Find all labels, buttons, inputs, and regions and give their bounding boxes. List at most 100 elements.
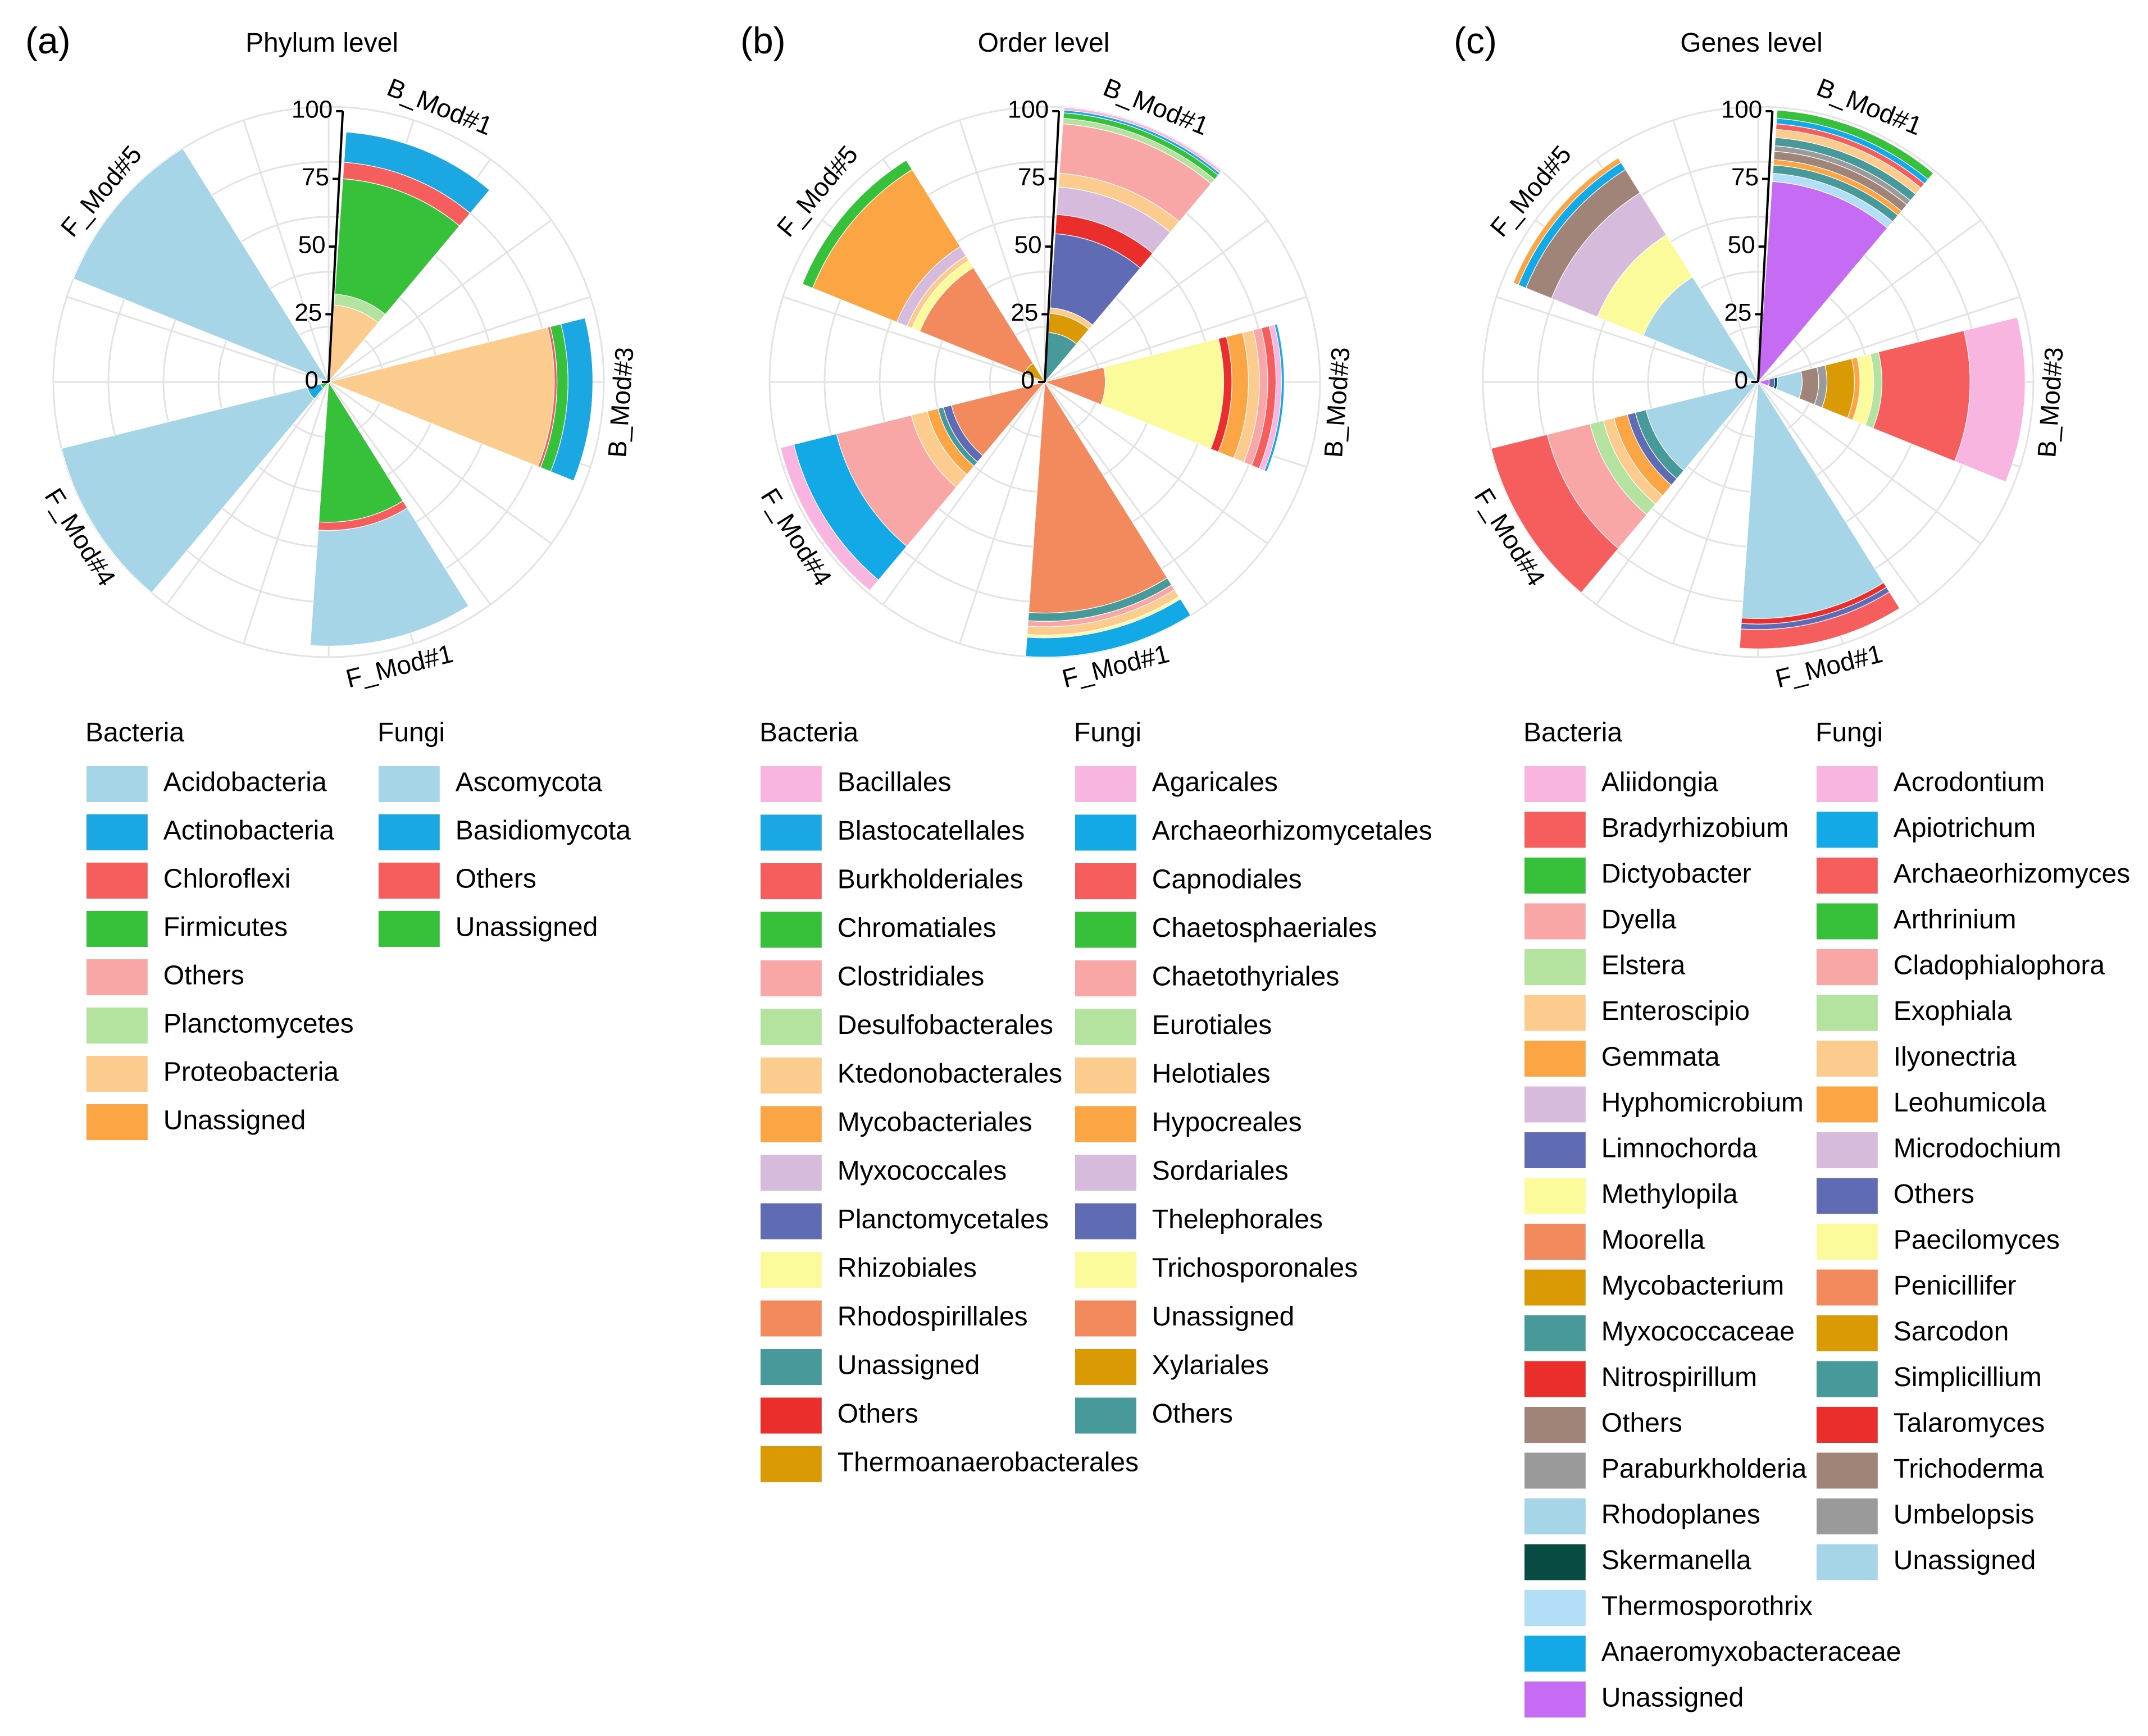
legend-label: Clostridiales (838, 962, 984, 992)
legend-label: Nitrospirillum (1601, 1363, 1757, 1392)
legend-label: Leohumicola (1894, 1088, 2046, 1118)
legend-swatch (1817, 1407, 1878, 1443)
radial-tick-label: 50 (298, 231, 326, 259)
legend-swatch (1075, 912, 1136, 948)
segment-others (1798, 367, 1819, 405)
legend-swatch (1817, 1086, 1878, 1123)
radial-tick-label: 100 (1721, 96, 1762, 124)
segment-bradyrhizobium (1872, 330, 1970, 462)
legend-label: Methylopila (1601, 1179, 1738, 1209)
legend-swatch (1075, 1397, 1136, 1434)
legend-label: Desulfobacterales (838, 1010, 1053, 1040)
grid-spoke (66, 296, 329, 383)
legend-swatch (1817, 1498, 1878, 1534)
legend-label: Anaeromyxobacteraceae (1601, 1637, 1901, 1667)
segment-rhizobiales (1100, 338, 1225, 450)
legend-swatch (761, 1252, 822, 1288)
radial-tick-label: 0 (1735, 367, 1748, 394)
grid-spoke (959, 381, 1046, 644)
module-bar-f-mod-1 (1025, 381, 1191, 658)
legend-swatch (87, 959, 148, 995)
legend-swatch (1524, 1361, 1586, 1397)
legend: Bacteria Bacillales Blastocatellales Burkho… (759, 718, 1432, 1482)
legend-swatch (1075, 1009, 1136, 1045)
legend-swatch (1817, 1452, 1878, 1489)
legend-label: Arthrinium (1894, 905, 2017, 935)
module-label: B_Mod#3 (2032, 346, 2069, 458)
radial-tick-label: 0 (1021, 367, 1035, 394)
legend-swatch (1524, 1269, 1586, 1306)
legend-label: Burkholderiales (838, 865, 1023, 895)
legend-label: Thelephorales (1152, 1205, 1323, 1234)
legend-group-title: Bacteria (85, 718, 184, 748)
legend-label: Hypocreales (1152, 1108, 1302, 1137)
module-bar-b-mod-1 (1044, 107, 1222, 383)
grid-spoke (243, 120, 330, 382)
radial-tick-label: 100 (1008, 96, 1049, 124)
legend-group-title: Bacteria (759, 718, 858, 748)
radial-tick-label: 75 (1731, 163, 1759, 191)
legend-label: Acidobacteria (163, 768, 327, 798)
legend-swatch (1524, 1590, 1586, 1626)
panel-title: Phylum level (245, 28, 398, 58)
legend-swatch (761, 1446, 822, 1482)
legend-swatch (1817, 1224, 1878, 1260)
legend-swatch (761, 912, 822, 948)
module-bar-f-mod-4 (61, 381, 330, 594)
legend-label: Proteobacteria (163, 1058, 339, 1087)
legend-swatch (761, 766, 822, 802)
legend-swatch (1524, 1452, 1586, 1489)
legend-swatch (761, 863, 822, 899)
legend-label: Others (163, 961, 244, 991)
legend-label: Myxococcaceae (1601, 1317, 1795, 1347)
legend-group-title: Fungi (1074, 718, 1141, 748)
legend-label: Microdochium (1894, 1134, 2061, 1164)
legend-label: Rhodoplanes (1601, 1500, 1760, 1530)
legend-swatch (87, 1056, 148, 1092)
legend-label: Moorella (1601, 1225, 1705, 1255)
legend-swatch (761, 1397, 822, 1434)
legend-swatch (1817, 1041, 1878, 1077)
panel-letter: (a) (25, 20, 71, 61)
legend-swatch (87, 1104, 148, 1140)
radial-tick-label: 0 (305, 367, 318, 394)
grid-spoke (1595, 381, 1759, 605)
module-bar-f-mod-4 (1490, 381, 1759, 594)
legend-label: Helotiales (1152, 1059, 1271, 1089)
segment-ascomycota (61, 386, 315, 594)
legend-label: Planctomycetales (838, 1205, 1049, 1234)
legend-label: Elstera (1601, 951, 1686, 981)
legend-label: Thermoanaerobacterales (838, 1448, 1139, 1478)
panel-letter: (b) (740, 20, 786, 61)
grid-spoke (328, 296, 591, 383)
legend-label: Chaetosphaeriales (1152, 913, 1377, 943)
legend-label: Archaeorhizomyces (1894, 859, 2131, 889)
legend-label: Blastocatellales (838, 816, 1025, 846)
legend-swatch (87, 863, 148, 899)
legend-label: Planctomycetes (163, 1009, 354, 1039)
legend-label: Archaeorhizomycetales (1152, 816, 1432, 846)
radial-tick-label: 25 (1011, 299, 1038, 326)
panel-title: Genes level (1680, 28, 1822, 58)
legend-swatch (1524, 995, 1586, 1031)
legend-swatch (87, 766, 148, 802)
grid-spoke (1044, 381, 1268, 545)
legend-swatch (1075, 1300, 1136, 1337)
module-label: B_Mod#3 (1318, 346, 1355, 458)
grid-spoke (327, 381, 492, 605)
segment-archaeorhizomyces (1490, 434, 1619, 594)
radial-axis: 0 25 50 75 100 (292, 96, 344, 394)
legend-label: Hyphomicrobium (1601, 1088, 1804, 1118)
legend-label: Actinobacteria (163, 816, 334, 846)
legend-swatch (1817, 766, 1878, 802)
legend-label: Dyella (1601, 905, 1677, 935)
legend-label: Others (456, 864, 536, 894)
legend-swatch (1075, 1349, 1136, 1385)
module-bar-b-mod-3 (1044, 323, 1285, 472)
radial-tick-label: 75 (1018, 163, 1045, 191)
legend-swatch (1075, 960, 1136, 996)
legend-label: Aliidongia (1601, 768, 1718, 798)
legend-label: Enteroscipio (1601, 996, 1750, 1026)
module-bar-f-mod-5 (1513, 157, 1759, 383)
